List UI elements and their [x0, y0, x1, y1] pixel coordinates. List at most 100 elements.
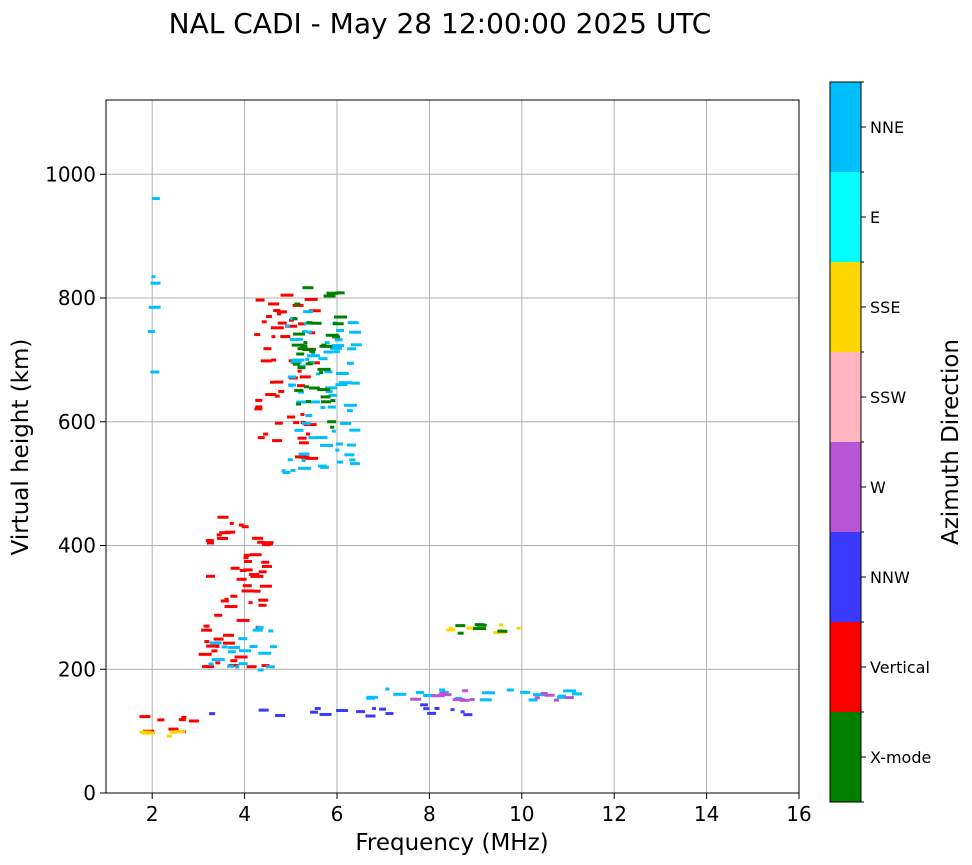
- echo-point: [258, 570, 267, 574]
- echo-point: [318, 357, 328, 361]
- echo-point: [261, 564, 272, 568]
- echo-point: [222, 633, 234, 637]
- echo-point: [205, 539, 214, 543]
- echo-point: [157, 718, 165, 722]
- colorbar-tick-label: SSW: [870, 388, 906, 407]
- echo-point: [206, 644, 220, 648]
- echo-point: [327, 405, 336, 409]
- echo-point: [457, 631, 464, 635]
- echo-point: [230, 566, 240, 570]
- colorbar-segment: [830, 622, 861, 712]
- colorbar-segment: [830, 352, 861, 442]
- echo-point: [298, 322, 307, 326]
- echo-point: [410, 697, 422, 701]
- echo-point: [330, 399, 336, 403]
- echo-point: [287, 458, 293, 462]
- echo-point: [248, 601, 253, 605]
- y-tick-label: 0: [83, 781, 96, 805]
- echo-point: [319, 371, 324, 375]
- echo-point: [298, 390, 305, 394]
- echo-point: [321, 400, 332, 404]
- echo-point: [271, 358, 277, 362]
- echo-point: [324, 341, 330, 345]
- echo-point: [349, 462, 360, 466]
- echo-point: [150, 370, 160, 374]
- echo-point: [243, 568, 253, 572]
- echo-point: [571, 692, 582, 696]
- echo-point: [259, 584, 272, 588]
- echo-point: [298, 466, 312, 470]
- echo-point: [311, 321, 322, 325]
- echo-point: [304, 385, 310, 389]
- echo-point: [302, 348, 316, 352]
- echo-point: [371, 707, 376, 711]
- echo-point: [297, 384, 306, 388]
- echo-point: [298, 452, 310, 456]
- echo-point: [222, 641, 235, 645]
- echo-point: [305, 456, 319, 460]
- echo-point: [211, 658, 225, 662]
- echo-point: [273, 309, 281, 313]
- echo-point: [356, 710, 366, 714]
- echo-point: [225, 530, 236, 534]
- echo-point: [215, 644, 220, 648]
- echo-point: [296, 352, 305, 356]
- echo-point: [306, 330, 312, 334]
- echo-point: [308, 436, 318, 440]
- echo-point: [242, 584, 252, 588]
- echo-point: [297, 366, 306, 370]
- echo-point: [305, 432, 310, 436]
- echo-point: [257, 540, 264, 544]
- echo-point: [224, 597, 229, 601]
- echo-point: [236, 618, 250, 622]
- echo-point: [252, 536, 264, 540]
- echo-point: [258, 651, 272, 655]
- echo-point: [263, 432, 269, 436]
- echo-point: [462, 689, 469, 693]
- echo-point: [289, 337, 303, 341]
- echo-point: [292, 317, 298, 321]
- echo-point: [455, 624, 466, 628]
- echo-point: [446, 628, 456, 632]
- echo-point: [338, 381, 352, 385]
- echo-point: [258, 708, 269, 712]
- echo-point: [330, 425, 335, 429]
- echo-point: [178, 718, 186, 722]
- echo-point: [294, 428, 304, 432]
- echo-point: [241, 525, 249, 529]
- echo-point: [207, 541, 215, 545]
- echo-point: [323, 350, 334, 354]
- echo-point: [346, 409, 353, 413]
- echo-point: [205, 574, 215, 578]
- echo-point: [217, 536, 229, 540]
- echo-point: [564, 696, 574, 700]
- echo-point: [208, 662, 214, 666]
- echo-point: [204, 640, 210, 644]
- echo-point: [365, 714, 376, 718]
- y-tick-label: 800: [58, 286, 96, 310]
- echo-point: [292, 332, 305, 336]
- echo-point: [347, 321, 359, 325]
- echo-point: [227, 664, 235, 668]
- echo-point: [314, 706, 321, 710]
- echo-point: [214, 613, 223, 617]
- echo-point: [301, 421, 311, 425]
- echo-point: [202, 665, 215, 669]
- echo-point: [216, 533, 222, 537]
- echo-point: [331, 429, 336, 433]
- echo-point: [274, 394, 280, 398]
- echo-point: [316, 372, 321, 376]
- echo-point: [209, 641, 222, 645]
- y-tick-label: 400: [58, 534, 96, 558]
- echo-point: [151, 197, 160, 201]
- echo-point: [203, 624, 210, 628]
- echo-point: [349, 330, 362, 334]
- echo-point: [281, 469, 286, 473]
- echo-point: [291, 358, 305, 362]
- echo-point: [300, 412, 305, 416]
- echo-point: [304, 297, 318, 301]
- echo-point: [296, 400, 307, 404]
- echo-point: [257, 436, 265, 440]
- echo-point: [499, 623, 504, 627]
- echo-point: [228, 645, 241, 649]
